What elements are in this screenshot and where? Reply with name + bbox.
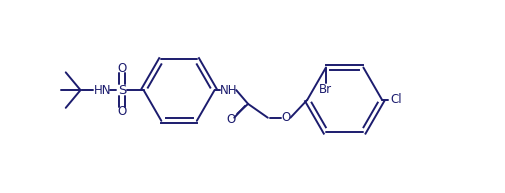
Text: O: O [280, 111, 289, 124]
Text: O: O [226, 113, 235, 126]
Text: NH: NH [219, 84, 237, 96]
Text: O: O [117, 105, 126, 118]
Text: HN: HN [93, 84, 111, 96]
Text: Br: Br [319, 83, 332, 96]
Text: S: S [118, 84, 126, 96]
Text: Cl: Cl [389, 93, 401, 107]
Text: O: O [117, 62, 126, 75]
